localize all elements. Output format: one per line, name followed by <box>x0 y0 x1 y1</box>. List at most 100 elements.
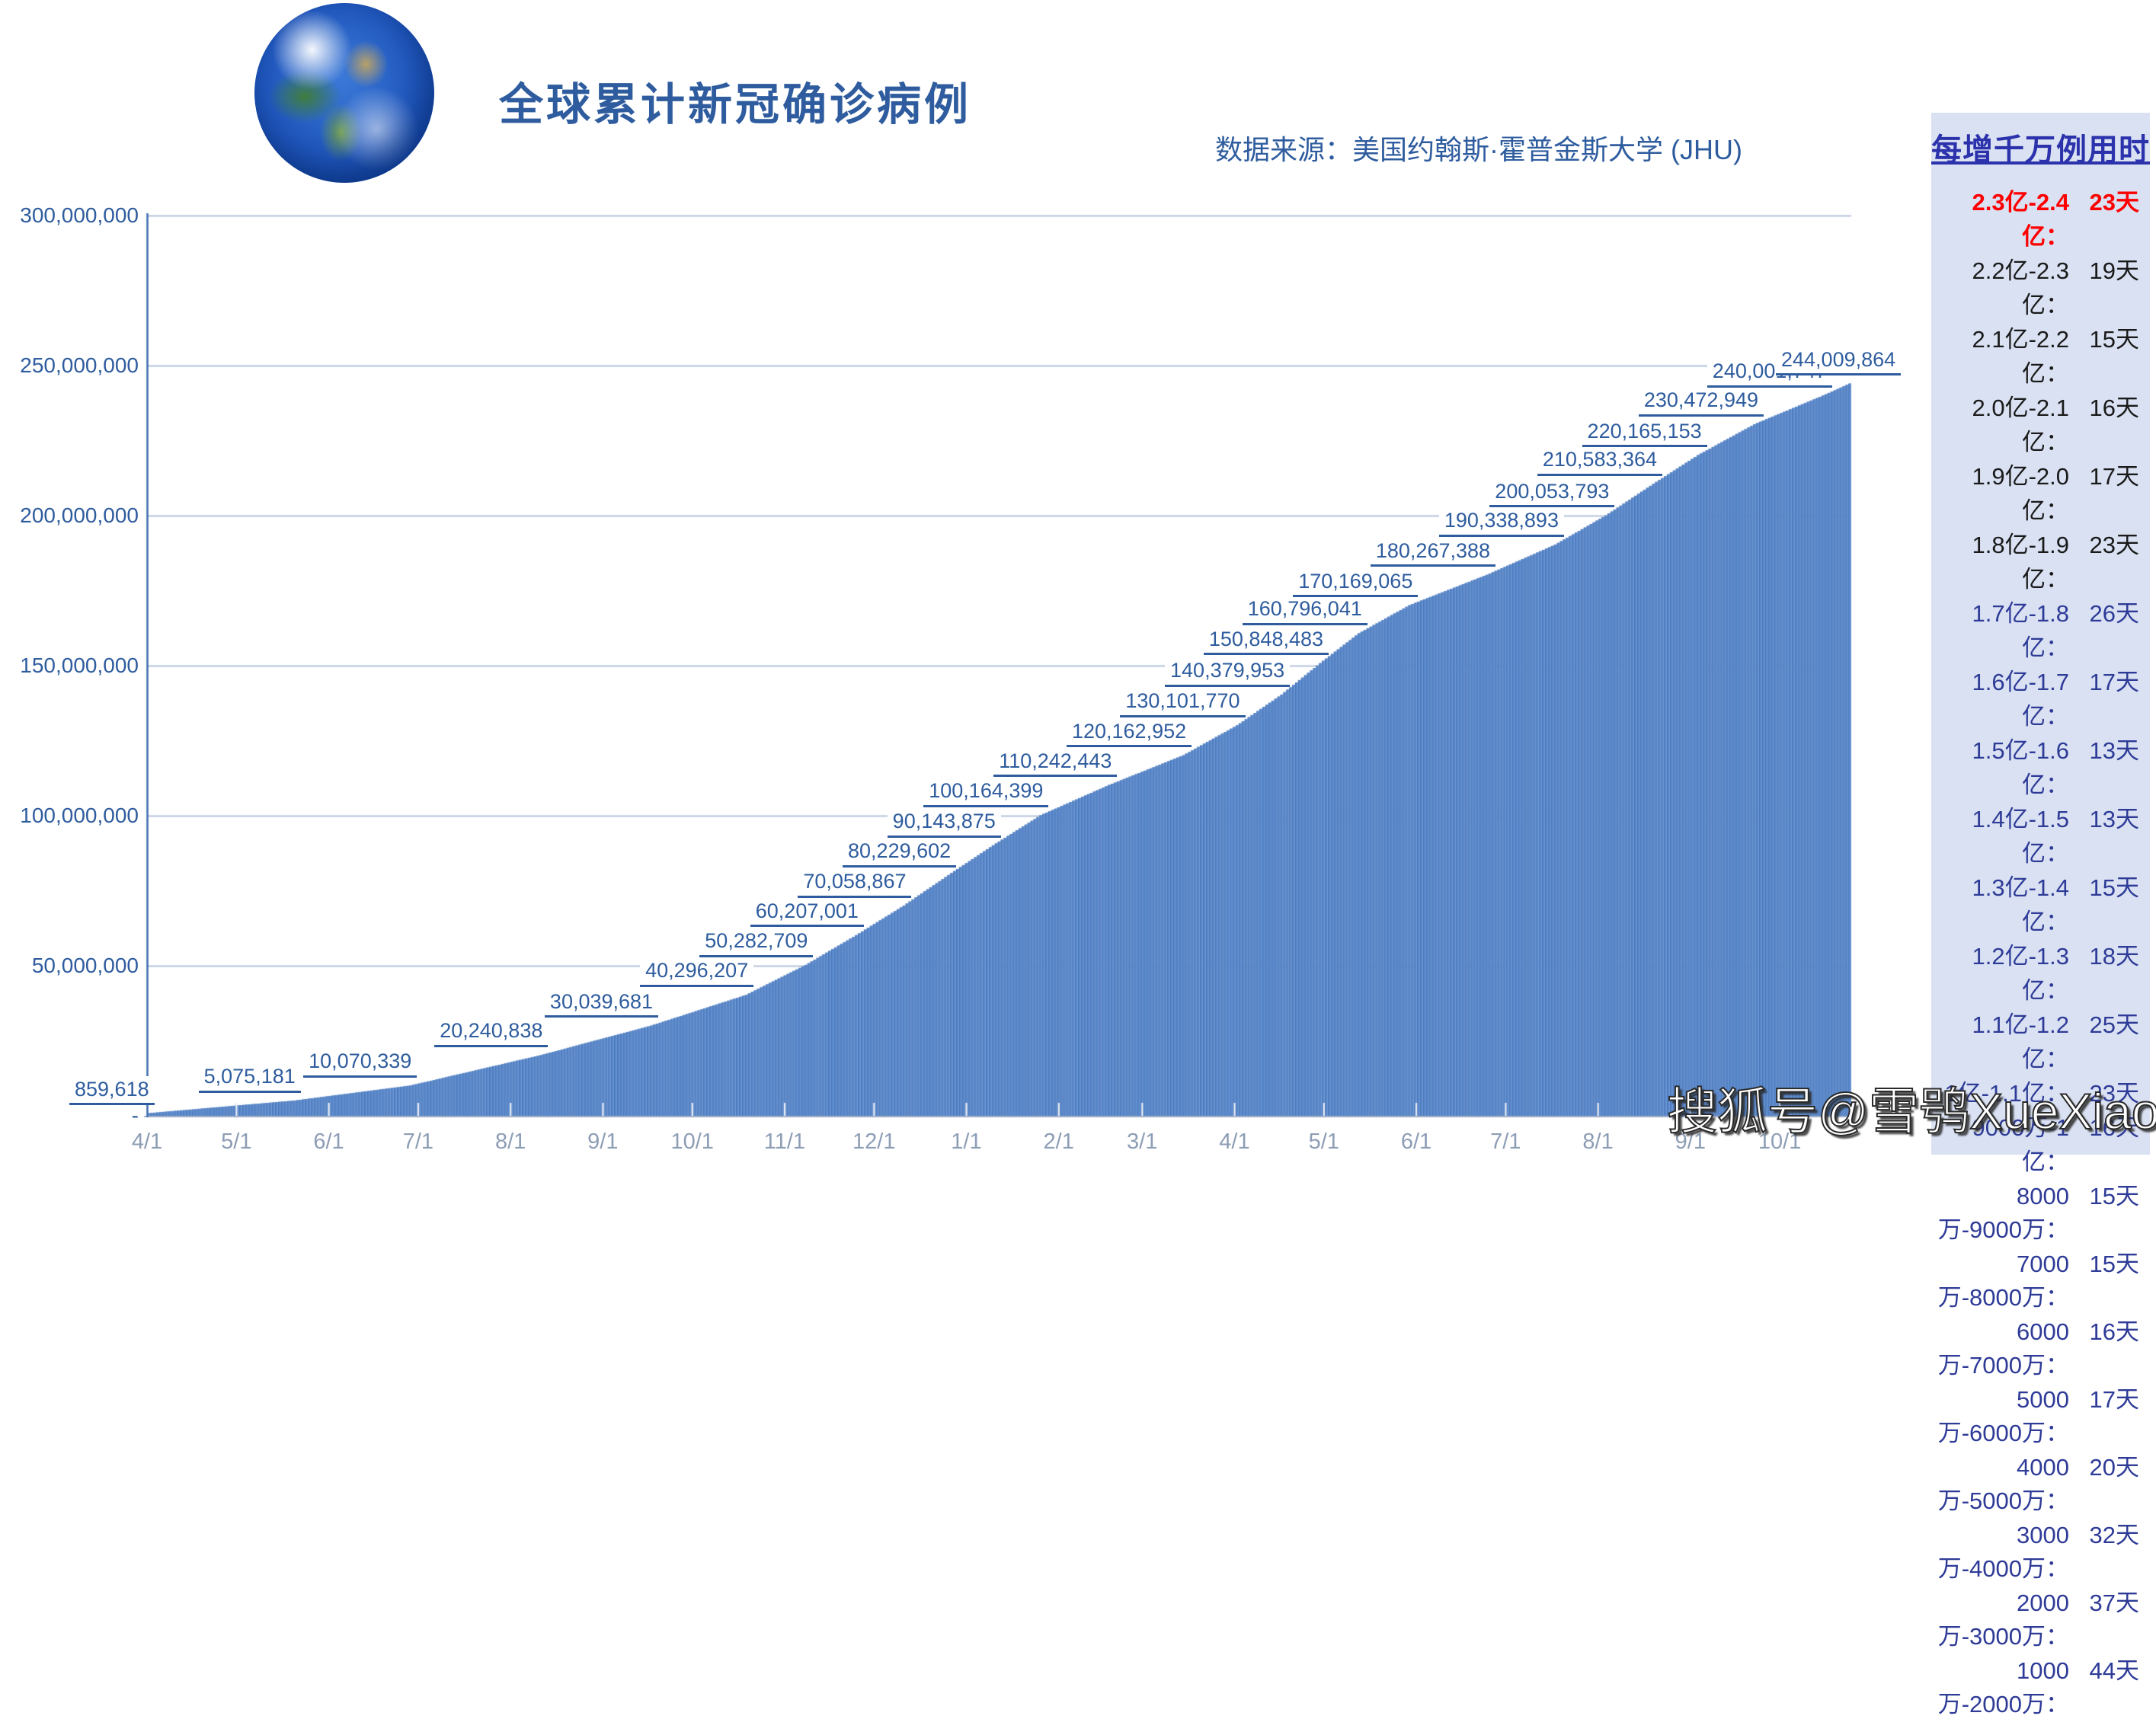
bar-chart-canvas <box>0 0 2156 1176</box>
milestone-label: 140,379,953 <box>1165 657 1291 687</box>
days-value: 23天 <box>2089 532 2139 558</box>
x-axis-tick-label: 2/1 <box>1043 1129 1074 1154</box>
x-axis-tick-label: 1/1 <box>951 1129 982 1154</box>
milestone-label: 170,169,065 <box>1293 567 1419 598</box>
milestone-label: 120,162,952 <box>1066 717 1192 748</box>
x-axis-tick-label: 9/1 <box>587 1129 619 1154</box>
days-value: 17天 <box>2089 1386 2139 1413</box>
sidebar-item: 2.2亿-2.3亿： 19天 <box>1936 251 2139 320</box>
sidebar-item-list: 2.3亿-2.4亿： 23天 2.2亿-2.3亿： 19天 2.1亿-2.2亿： 15天 2… <box>1931 183 2150 1717</box>
sidebar-item: 1.4亿-1.5亿： 13天 <box>1936 800 2139 868</box>
sidebar-item: 1.2亿-1.3亿： 18天 <box>1936 937 2139 1005</box>
sidebar-title: 每增千万例用时 <box>1931 133 2150 167</box>
days-value: 15天 <box>2089 1251 2139 1277</box>
range-label: 7000万-8000万： <box>1937 1251 2069 1311</box>
days-value: 16天 <box>2089 395 2139 421</box>
days-value: 23天 <box>2089 1080 2139 1107</box>
milestone-label: 20,240,838 <box>434 1018 549 1047</box>
days-value: 23天 <box>2089 189 2139 216</box>
y-axis-tick-label: 200,000,000 <box>20 503 139 527</box>
y-axis-tick-label: 300,000,000 <box>20 203 139 227</box>
sidebar-item: 3000万-4000万： 32天 <box>1936 1516 2139 1583</box>
milestone-label: 150,848,483 <box>1203 625 1329 656</box>
milestone-label: 40,296,207 <box>640 957 754 987</box>
sidebar-item: 1.7亿-1.8亿： 26天 <box>1936 594 2139 663</box>
milestone-label: 190,338,893 <box>1438 507 1564 537</box>
range-label: 1.3亿-1.4亿： <box>1972 874 2069 935</box>
range-label: 2.0亿-2.1亿： <box>1972 395 2069 455</box>
range-label: 4000万-5000万： <box>1937 1454 2069 1514</box>
range-label: 1亿-1.1亿： <box>1944 1080 2069 1107</box>
sidebar-item: 1000万-2000万： 44天 <box>1936 1651 2139 1719</box>
range-label: 1.7亿-1.8亿： <box>1972 600 2069 661</box>
days-value: 16天 <box>2089 1114 2139 1141</box>
sidebar-item: 1.1亿-1.2亿： 25天 <box>1936 1005 2139 1074</box>
x-axis-tick-label: 12/1 <box>852 1129 896 1154</box>
x-axis-tick-label: 11/1 <box>763 1129 806 1154</box>
range-label: 2.1亿-2.2亿： <box>1972 326 2069 387</box>
milestone-label: 859,618 <box>69 1075 155 1106</box>
y-axis-tick-label: - <box>131 1104 139 1127</box>
days-value: 37天 <box>2089 1590 2139 1616</box>
x-axis-tick-label: 6/1 <box>313 1129 344 1154</box>
milestone-label: 50,282,709 <box>699 927 814 957</box>
range-label: 1.6亿-1.7亿： <box>1972 669 2069 730</box>
range-label: 1.4亿-1.5亿： <box>1972 806 2069 867</box>
range-label: 1.2亿-1.3亿： <box>1972 943 2069 1004</box>
x-axis-tick-label: 9/1 <box>1675 1129 1706 1154</box>
x-axis-tick-label: 10/1 <box>1758 1129 1802 1154</box>
sidebar-item: 2.0亿-2.1亿： 16天 <box>1936 388 2139 457</box>
range-label: 2000万-3000万： <box>1937 1590 2069 1650</box>
sidebar-item: 4000万-5000万： 20天 <box>1936 1448 2139 1516</box>
milestone-label: 100,164,399 <box>923 778 1049 808</box>
sidebar-item: 2.1亿-2.2亿： 15天 <box>1936 320 2139 388</box>
milestone-label: 180,267,388 <box>1370 537 1496 567</box>
y-axis-tick-label: 150,000,000 <box>20 653 139 677</box>
milestone-label: 130,101,770 <box>1120 688 1246 718</box>
sidebar-item: 6000万-7000万： 16天 <box>1936 1312 2139 1380</box>
sidebar-item: 1亿-1.1亿： 23天 <box>1936 1074 2139 1108</box>
days-value: 32天 <box>2089 1522 2139 1548</box>
x-axis-tick-label: 7/1 <box>1490 1129 1521 1154</box>
sidebar-item: 1.8亿-1.9亿： 23天 <box>1936 526 2139 594</box>
milestone-label: 230,472,949 <box>1638 386 1764 417</box>
days-value: 25天 <box>2089 1011 2139 1038</box>
sidebar-item: 8000万-9000万： 15天 <box>1936 1177 2139 1245</box>
milestone-label: 90,143,875 <box>887 807 1001 838</box>
days-value: 15天 <box>2089 874 2139 901</box>
range-label: 6000万-7000万： <box>1937 1318 2069 1379</box>
range-label: 1.1亿-1.2亿： <box>1972 1011 2069 1072</box>
range-label: 1.9亿-2.0亿： <box>1972 463 2069 524</box>
range-label: 3000万-4000万： <box>1937 1522 2069 1582</box>
x-axis-tick-label: 6/1 <box>1400 1129 1432 1154</box>
sidebar-item: 5000万-6000万： 17天 <box>1936 1380 2139 1448</box>
days-value: 15天 <box>2089 326 2139 353</box>
days-value: 26天 <box>2089 600 2139 627</box>
range-label: 2.2亿-2.3亿： <box>1972 257 2069 318</box>
days-value: 13天 <box>2089 737 2139 764</box>
days-value: 15天 <box>2089 1183 2139 1209</box>
x-axis-tick-label: 10/1 <box>670 1129 714 1154</box>
y-axis-tick-label: 250,000,000 <box>20 353 139 377</box>
x-axis-tick-label: 5/1 <box>221 1129 252 1154</box>
milestone-label: 244,009,864 <box>1776 346 1902 376</box>
x-axis-tick-label: 4/1 <box>131 1129 163 1154</box>
days-value: 20天 <box>2089 1454 2139 1481</box>
sidebar-item: 9000万-1亿： 16天 <box>1936 1108 2139 1177</box>
sidebar-item: 1.9亿-2.0亿： 17天 <box>1936 457 2139 526</box>
milestone-label: 80,229,602 <box>843 837 957 867</box>
sidebar-item: 2000万-3000万： 37天 <box>1936 1583 2139 1651</box>
range-label: 5000万-6000万： <box>1937 1386 2069 1446</box>
days-value: 18天 <box>2089 943 2139 970</box>
milestone-label: 5,075,181 <box>198 1063 301 1093</box>
days-value: 17天 <box>2089 669 2139 695</box>
milestone-label: 210,583,364 <box>1537 446 1663 476</box>
days-value: 19天 <box>2089 257 2139 284</box>
sidebar-item: 1.6亿-1.7亿： 17天 <box>1936 663 2139 731</box>
range-label: 8000万-9000万： <box>1937 1183 2069 1243</box>
milestone-label: 110,242,443 <box>993 747 1118 778</box>
x-axis-tick-label: 8/1 <box>494 1129 526 1154</box>
x-axis-tick-label: 4/1 <box>1219 1129 1250 1154</box>
days-value: 13天 <box>2089 806 2139 832</box>
